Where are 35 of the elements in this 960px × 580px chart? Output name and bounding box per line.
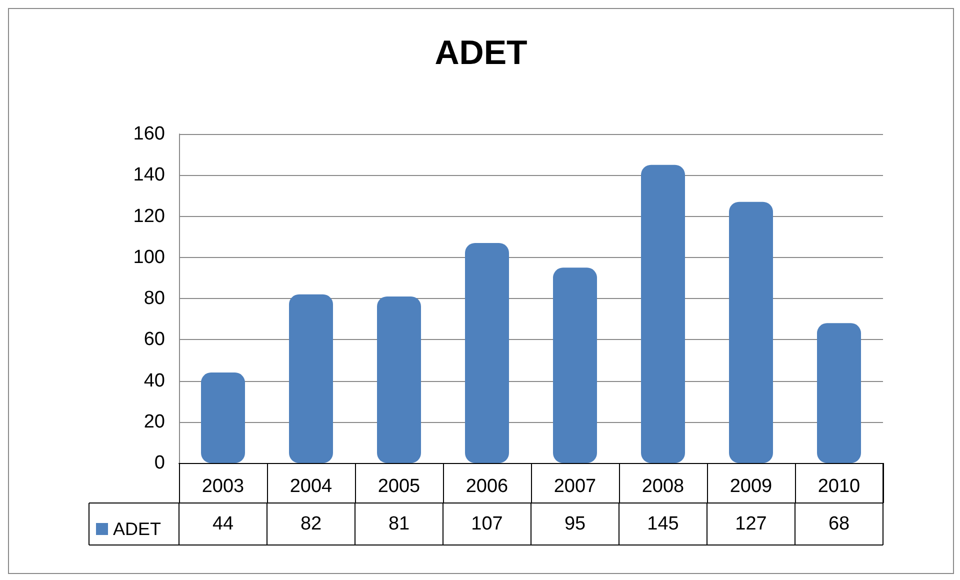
y-tick-label: 160: [133, 124, 165, 144]
y-tick-label: 80: [144, 288, 165, 309]
bar: [377, 296, 421, 463]
data-label: 68: [828, 514, 850, 534]
y-tick-label: 20: [144, 411, 165, 432]
x-tick-label: 2007: [554, 476, 596, 497]
data-label: 145: [647, 514, 679, 534]
y-tick-label: 120: [133, 206, 165, 227]
x-tick-label: 2003: [202, 476, 244, 497]
bar: [553, 268, 597, 463]
y-tick-label: 0: [154, 452, 165, 474]
data-label: 107: [471, 514, 503, 534]
data-label: 82: [300, 514, 322, 534]
y-tick-label: 100: [133, 246, 165, 268]
legend-label: ADET: [113, 519, 162, 539]
x-tick-label: 2009: [730, 476, 772, 497]
x-tick-label: 2005: [378, 476, 420, 497]
x-tick-label: 2010: [818, 476, 860, 497]
bar: [641, 164, 685, 463]
bar: [465, 242, 509, 463]
x-tick-label: 2006: [466, 476, 508, 497]
bar: [817, 323, 861, 463]
bar: [729, 202, 773, 463]
bar: [289, 294, 333, 463]
x-tick-label: 2004: [290, 476, 333, 497]
data-label: 95: [564, 514, 586, 534]
data-label: 127: [735, 514, 767, 534]
data-label: 44: [212, 514, 234, 534]
chart-title: ADET: [434, 34, 528, 72]
bar: [201, 372, 245, 463]
y-tick-label: 60: [144, 329, 165, 350]
x-tick-label: 2008: [642, 476, 684, 497]
data-label: 81: [388, 514, 410, 534]
y-tick-label: 140: [133, 164, 165, 186]
y-tick-label: 40: [144, 370, 165, 392]
